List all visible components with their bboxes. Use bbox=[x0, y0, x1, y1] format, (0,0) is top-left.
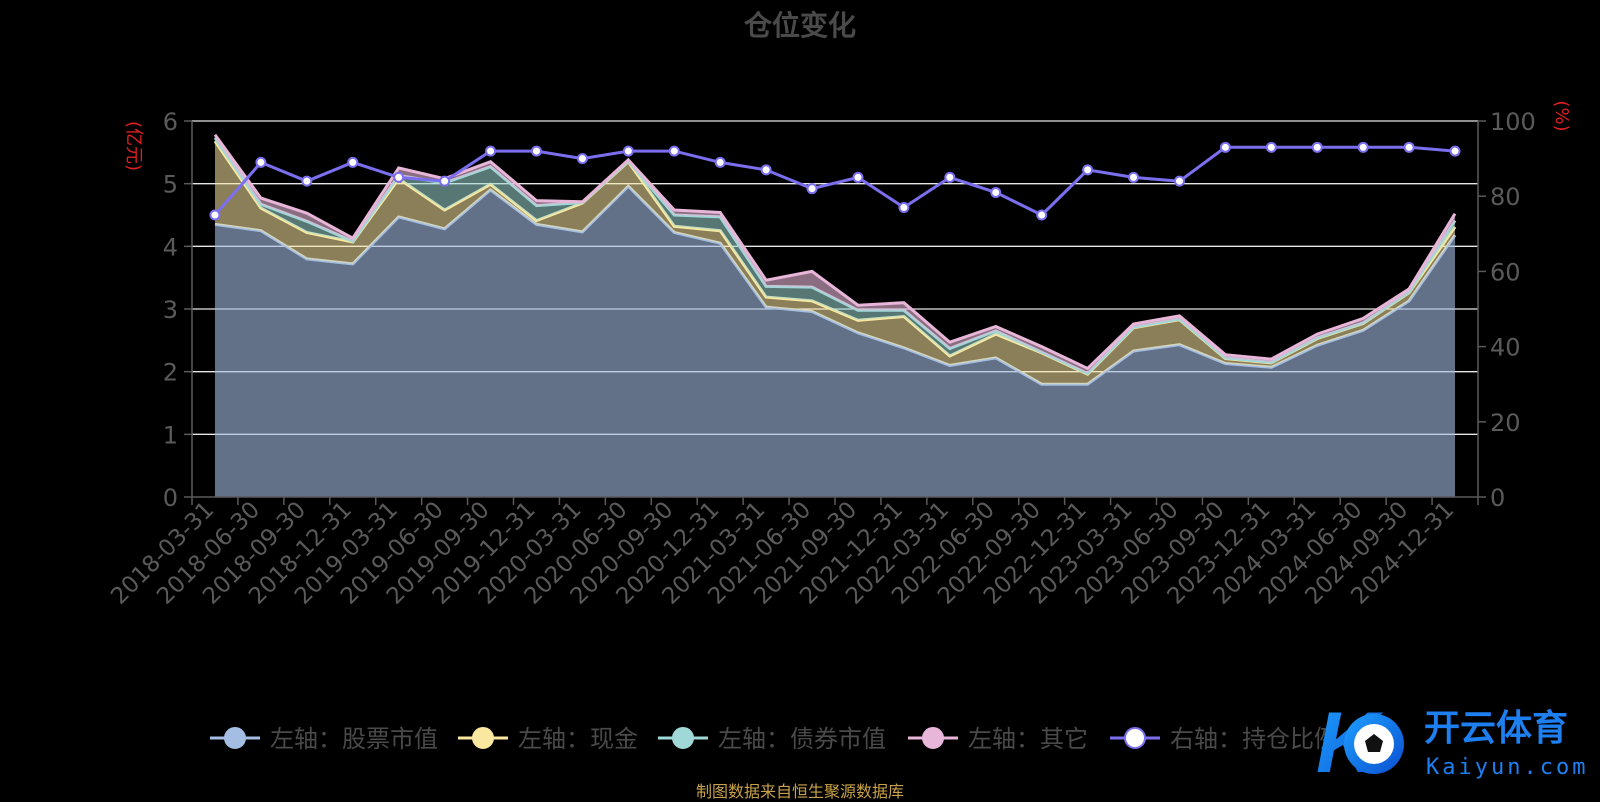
svg-text:Kaiyun.com: Kaiyun.com bbox=[1426, 755, 1588, 780]
position-ratio-point bbox=[668, 145, 680, 157]
y-left-tick-label: 5 bbox=[163, 171, 178, 199]
area-fill-4 bbox=[215, 134, 1455, 374]
legend-marker bbox=[472, 727, 494, 749]
legend-marker bbox=[672, 727, 694, 749]
y-left-tick-label: 3 bbox=[163, 296, 178, 324]
legend-marker bbox=[224, 727, 246, 749]
legend-marker bbox=[1124, 727, 1146, 749]
position-ratio-point bbox=[990, 186, 1002, 198]
legend-item[interactable]: 右轴：持仓比例 bbox=[1110, 725, 1338, 753]
legend-marker bbox=[922, 727, 944, 749]
position-ratio-point bbox=[1449, 145, 1461, 157]
position-ratio-point bbox=[301, 175, 313, 187]
position-ratio-point bbox=[1357, 141, 1369, 153]
area-fill-1 bbox=[215, 186, 1455, 497]
y-right-tick-label: 20 bbox=[1490, 409, 1521, 437]
y-left-tick-label: 2 bbox=[163, 359, 178, 387]
legend: 左轴：股票市值 左轴：现金 左轴：债券市值 左轴：其它 右轴：持仓比例 bbox=[210, 725, 1338, 753]
position-ratio-point bbox=[806, 183, 818, 195]
position-ratio-point bbox=[530, 145, 542, 157]
position-ratio-point bbox=[760, 164, 772, 176]
position-ratio-point bbox=[1403, 141, 1415, 153]
y-right-tick-label: 40 bbox=[1490, 334, 1521, 362]
legend-label: 左轴：现金 bbox=[518, 725, 638, 753]
legend-item[interactable]: 左轴：股票市值 bbox=[210, 725, 438, 753]
position-ratio-point bbox=[898, 201, 910, 213]
position-ratio-point bbox=[1311, 141, 1323, 153]
legend-label: 左轴：债券市值 bbox=[718, 725, 886, 753]
chart-title: 仓位变化 bbox=[743, 9, 856, 42]
y-left-unit-label: (亿元) bbox=[123, 121, 144, 171]
svg-text:开云体育: 开云体育 bbox=[1424, 708, 1568, 749]
stacked-areas bbox=[213, 133, 1457, 497]
position-ratio-point bbox=[576, 153, 588, 165]
position-ratio-point bbox=[1219, 141, 1231, 153]
position-ratio-point bbox=[347, 156, 359, 168]
position-ratio-point bbox=[852, 171, 864, 183]
area-edge-4 bbox=[213, 133, 1457, 371]
y-right-unit-label: (%) bbox=[1551, 100, 1572, 131]
legend-item[interactable]: 左轴：其它 bbox=[908, 725, 1088, 753]
y-left-tick-label: 6 bbox=[163, 108, 178, 136]
y-right-tick-label: 100 bbox=[1490, 108, 1536, 136]
position-ratio-point bbox=[1265, 141, 1277, 153]
kaiyun-watermark-logo: K 开云体育 Kaiyun.com bbox=[1316, 698, 1588, 788]
position-ratio-point bbox=[622, 145, 634, 157]
position-ratio-point bbox=[439, 175, 451, 187]
legend-label: 右轴：持仓比例 bbox=[1170, 725, 1338, 753]
y-right-tick-label: 0 bbox=[1490, 484, 1505, 512]
position-ratio-point bbox=[393, 171, 405, 183]
position-ratio-point bbox=[1173, 175, 1185, 187]
position-ratio-point bbox=[1082, 164, 1094, 176]
legend-item[interactable]: 左轴：债券市值 bbox=[658, 725, 886, 753]
legend-item[interactable]: 左轴：现金 bbox=[458, 725, 638, 753]
y-right-tick-label: 60 bbox=[1490, 258, 1521, 286]
position-ratio-point bbox=[1128, 171, 1140, 183]
y-left-tick-label: 1 bbox=[163, 421, 178, 449]
position-ratio-point bbox=[714, 156, 726, 168]
axes: 0123456020406080100(亿元)(%)2018-03-312018… bbox=[106, 100, 1572, 609]
legend-label: 左轴：股票市值 bbox=[270, 725, 438, 753]
position-ratio-point bbox=[255, 156, 267, 168]
position-ratio-point bbox=[1036, 209, 1048, 221]
position-ratio-point bbox=[944, 171, 956, 183]
position-line bbox=[209, 141, 1461, 221]
y-left-tick-label: 4 bbox=[163, 233, 178, 261]
position-ratio-point bbox=[209, 209, 221, 221]
data-source-note: 制图数据来自恒生聚源数据库 bbox=[695, 782, 904, 801]
y-right-tick-label: 80 bbox=[1490, 183, 1521, 211]
position-ratio-line bbox=[213, 145, 1456, 217]
legend-label: 左轴：其它 bbox=[968, 725, 1088, 753]
position-ratio-point bbox=[485, 145, 497, 157]
y-left-tick-label: 0 bbox=[163, 484, 178, 512]
